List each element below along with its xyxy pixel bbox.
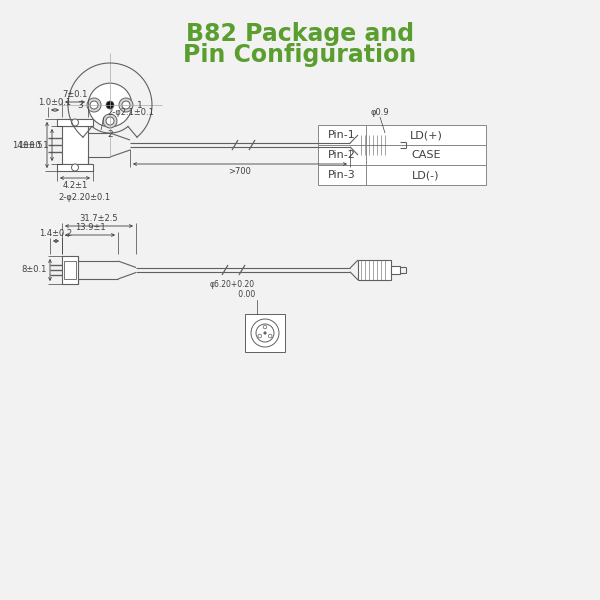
Text: 3: 3 [77, 100, 83, 109]
Text: Pin Configuration: Pin Configuration [184, 43, 416, 67]
Text: 2-φ2.1±0.1: 2-φ2.1±0.1 [107, 108, 154, 117]
Circle shape [263, 325, 267, 329]
Text: Pin-2: Pin-2 [328, 150, 356, 160]
Bar [391, 266, 400, 274]
Text: LD(+): LD(+) [410, 130, 442, 140]
Bar [391, 141, 400, 149]
Bar [245, 314, 285, 352]
Text: 1.0±0.1: 1.0±0.1 [38, 98, 71, 107]
Text: φ0.9: φ0.9 [371, 108, 389, 117]
Bar [318, 165, 486, 185]
Text: φ6.20+0.20
      0.00: φ6.20+0.20 0.00 [210, 280, 255, 299]
Text: Pin-1: Pin-1 [328, 130, 356, 140]
Text: 1: 1 [137, 100, 143, 109]
Text: 10±0.1: 10±0.1 [19, 140, 49, 149]
Circle shape [258, 334, 262, 338]
Text: 31.7±2.5: 31.7±2.5 [80, 214, 118, 223]
Circle shape [106, 117, 114, 125]
Bar [64, 261, 76, 279]
Bar [62, 256, 78, 284]
Text: 1.4±0.2: 1.4±0.2 [40, 229, 73, 238]
Bar [358, 260, 391, 280]
Bar [358, 135, 391, 155]
Circle shape [251, 319, 279, 347]
Text: 2-φ2.20±0.1: 2-φ2.20±0.1 [58, 193, 110, 202]
Text: LD(-): LD(-) [412, 170, 440, 180]
Circle shape [268, 334, 272, 338]
Bar [57, 164, 93, 171]
Text: CASE: CASE [411, 150, 441, 160]
Text: Pin-3: Pin-3 [328, 170, 356, 180]
Circle shape [264, 332, 266, 334]
Text: >700: >700 [229, 167, 251, 176]
Circle shape [71, 164, 79, 171]
Text: 2: 2 [107, 130, 113, 139]
Circle shape [71, 119, 79, 126]
Text: 14±0.5: 14±0.5 [13, 140, 43, 149]
Bar [57, 119, 93, 126]
Circle shape [87, 98, 101, 112]
Circle shape [106, 101, 114, 109]
Text: 4.2±1: 4.2±1 [62, 181, 88, 190]
Circle shape [256, 324, 274, 342]
Bar [318, 145, 486, 165]
Text: 7±0.1: 7±0.1 [62, 90, 88, 99]
Text: 8±0.1: 8±0.1 [22, 265, 47, 275]
Circle shape [122, 101, 130, 109]
Circle shape [103, 114, 117, 128]
Circle shape [119, 98, 133, 112]
Bar [318, 125, 486, 145]
Text: 13.9±1: 13.9±1 [74, 223, 106, 232]
Circle shape [90, 101, 98, 109]
Text: B82 Package and: B82 Package and [186, 22, 414, 46]
Circle shape [88, 83, 132, 127]
Bar [62, 126, 88, 164]
